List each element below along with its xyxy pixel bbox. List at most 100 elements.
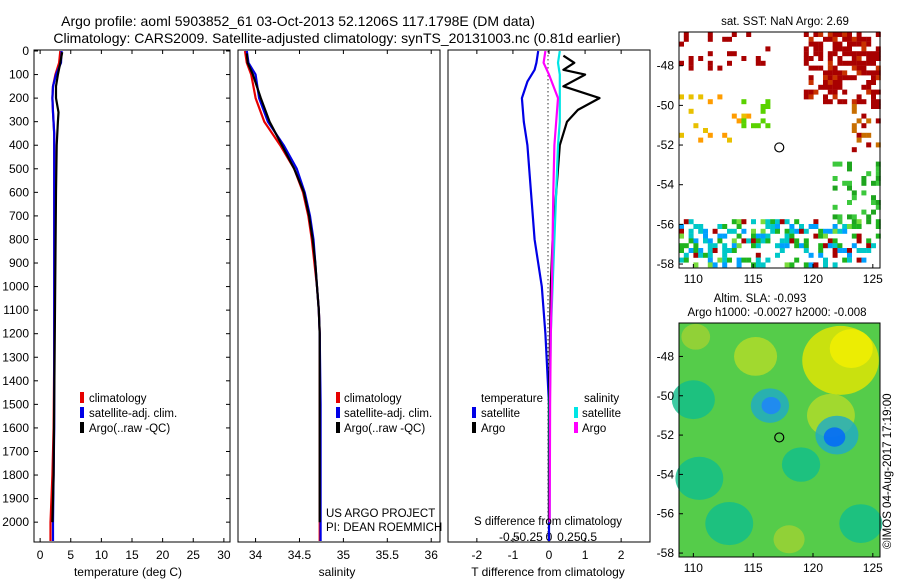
sst-cell [856,65,862,71]
legend-swatch-climatology [80,392,84,403]
sst-cell [683,32,689,37]
sst-cell [875,233,881,239]
sst-cell [847,214,852,220]
sst-cell [837,161,843,167]
sst-cell [727,51,732,57]
lat-tick-label: -52 [657,138,675,152]
lat-tick-label: -50 [657,389,675,403]
sst-cell [789,228,795,234]
sst-cell [818,41,824,47]
sst-cell [707,262,713,268]
sst-cell [842,32,848,37]
sst-cell [794,228,800,234]
sst-cell [823,233,828,239]
sst-cell [808,89,814,95]
lat-tick-label: -54 [657,467,675,481]
sst-cell [688,228,694,234]
temperature-legend: climatology satellite-adj. clim. Argo(..… [80,392,177,435]
sst-cell [688,248,694,253]
temperature-axes-frame [33,49,231,543]
x-tick-label: 35.5 [376,548,400,562]
sst-cell [736,262,742,268]
sst-cell [803,32,809,37]
s-difference-label: S difference from climatology [474,516,622,528]
sst-cell [818,228,824,234]
sst-cell [808,65,814,71]
sst-cell [847,252,852,258]
sst-cell [707,32,713,37]
sst-cell [712,243,718,249]
sst-cell [803,262,809,268]
depth-tick-label: 700 [9,209,29,223]
sst-cell [856,56,862,61]
sst-cell [707,243,713,249]
sst-cell [736,257,742,263]
sst-cell [813,89,819,95]
sst-cell [818,243,824,249]
sst-cell [851,219,857,225]
sst-cell [813,262,819,268]
sst-cell [832,252,838,258]
sst-cell [760,262,766,268]
x-tick-label: -1 [508,548,519,562]
sst-cell [827,36,833,42]
sst-cell [727,228,732,234]
argo-location-marker [774,432,785,443]
sst-cell [842,51,848,57]
lon-tick-label: 125 [863,272,883,286]
sst-cell [727,137,732,143]
sst-cell [837,60,843,66]
sst-cell [760,219,766,225]
sst-cell [861,190,867,196]
sst-cell [832,243,838,249]
sst-cell [712,248,718,253]
sst-cell [866,118,872,124]
depth-tick-label: 1100 [3,303,29,317]
sst-cell [784,262,790,268]
sst-cell [803,228,809,234]
sst-cell [842,228,848,234]
sst-cell [813,51,819,57]
sst-cell [856,257,862,263]
sst-cell [693,243,699,249]
sst-cell [832,89,838,95]
sst-cell [871,99,876,105]
sst-cell [707,257,713,263]
lon-tick-label: 110 [684,272,703,286]
sst-cell [837,56,843,61]
sst-cell [813,65,819,71]
sst-cell [765,224,771,229]
sst-cell [794,257,800,263]
sst-cell [755,243,761,249]
sst-cell [823,228,828,234]
sst-cell [755,257,761,263]
sst-cell [712,262,718,268]
sst-cell [847,224,852,229]
sst-cell [847,46,852,52]
sst-cell [707,132,713,138]
sst-cell [861,123,867,129]
sst-cell [823,84,828,90]
sst-cell [818,65,824,71]
legend-label-temp-satellite: satellite [481,408,520,420]
sst-cell [871,89,876,95]
sst-cell [808,56,814,61]
sst-cell [803,248,809,253]
sst-cell [703,228,708,234]
sst-cell [851,41,857,47]
sst-cell [827,32,833,37]
x-tick-label: 5 [67,548,74,562]
sst-cell [832,36,838,42]
sst-cell [875,89,881,95]
sst-cell [679,60,684,66]
legend-swatch-temp-argo [472,422,476,433]
sst-cell [837,70,843,76]
sst-cell [847,248,852,253]
sst-cell [741,118,747,124]
sst-cell [707,99,713,105]
sst-cell [760,233,766,239]
difference-series [520,50,601,541]
salinity-series [243,50,322,541]
sst-cell [847,36,852,42]
temperature-panel: 0100200300400500600700800900100011001200… [2,44,650,579]
